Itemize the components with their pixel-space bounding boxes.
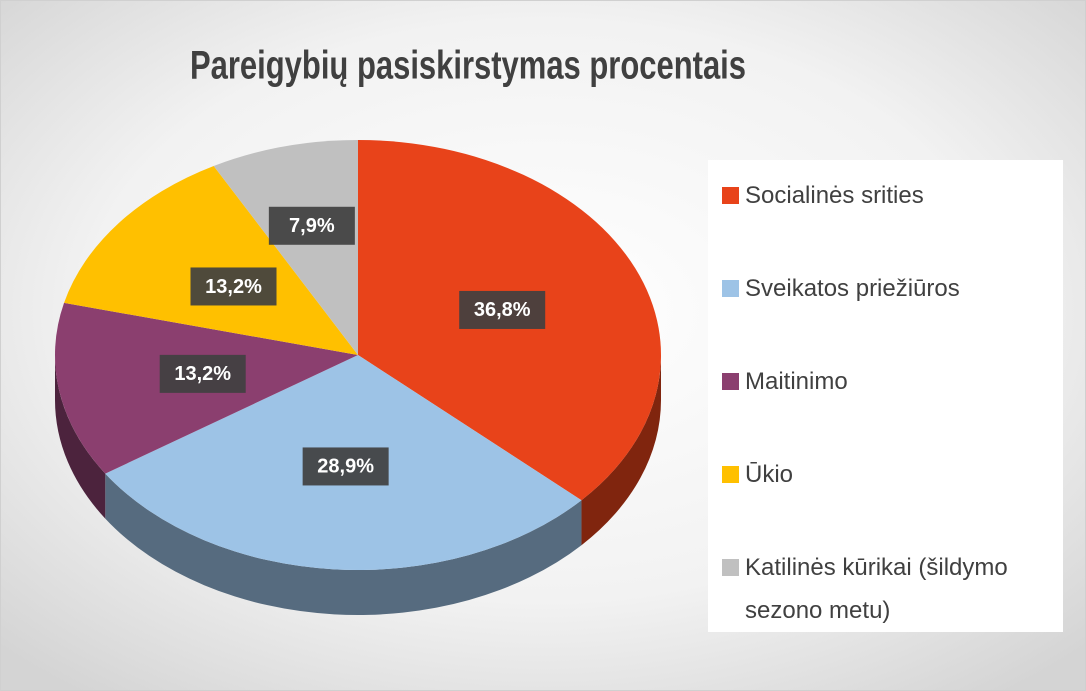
legend-item: Sveikatos priežiūros bbox=[722, 267, 1053, 360]
legend-label: Sveikatos priežiūros bbox=[745, 275, 960, 302]
legend-item: Katilinės kūrikai (šildymo sezono metu) bbox=[722, 546, 1053, 639]
legend-swatch bbox=[722, 280, 739, 297]
legend-swatch bbox=[722, 373, 739, 390]
legend-label: Maitinimo bbox=[745, 368, 848, 395]
value-label: 13,2% bbox=[205, 276, 262, 298]
slice bbox=[64, 165, 359, 355]
pie: 36,8% 28,9% 13,2% 13,2% 7,9% bbox=[54, 140, 661, 615]
value-label: 13,2% bbox=[174, 363, 231, 385]
legend-swatch bbox=[722, 559, 739, 576]
value-label-box bbox=[459, 290, 546, 329]
value-label: 28,9% bbox=[317, 456, 374, 478]
chart-title: Pareigybių pasiskirstymas procentais bbox=[190, 44, 746, 88]
slice bbox=[213, 140, 358, 355]
value-label-box bbox=[190, 267, 277, 306]
slice-side bbox=[105, 473, 582, 615]
value-label: 7,9% bbox=[289, 215, 335, 237]
value-label-box bbox=[302, 447, 389, 486]
value-label: 36,8% bbox=[474, 299, 531, 321]
value-label-box bbox=[268, 206, 355, 245]
legend-label: Katilinės kūrikai (šildymo sezono metu) bbox=[745, 554, 1008, 624]
legend-item: Maitinimo bbox=[722, 360, 1053, 453]
value-label-box bbox=[159, 354, 246, 393]
legend: Socialinės srities Sveikatos priežiūros Ma… bbox=[708, 160, 1063, 632]
legend-label: Socialinės srities bbox=[745, 182, 924, 209]
legend-item: Socialinės srities bbox=[722, 174, 1053, 267]
slice-side bbox=[55, 355, 106, 519]
legend-swatch bbox=[722, 466, 739, 483]
slice-side bbox=[581, 355, 661, 546]
legend-swatch bbox=[722, 187, 739, 204]
legend-label: Ūkio bbox=[745, 461, 794, 488]
legend-item: Ūkio bbox=[722, 453, 1053, 546]
